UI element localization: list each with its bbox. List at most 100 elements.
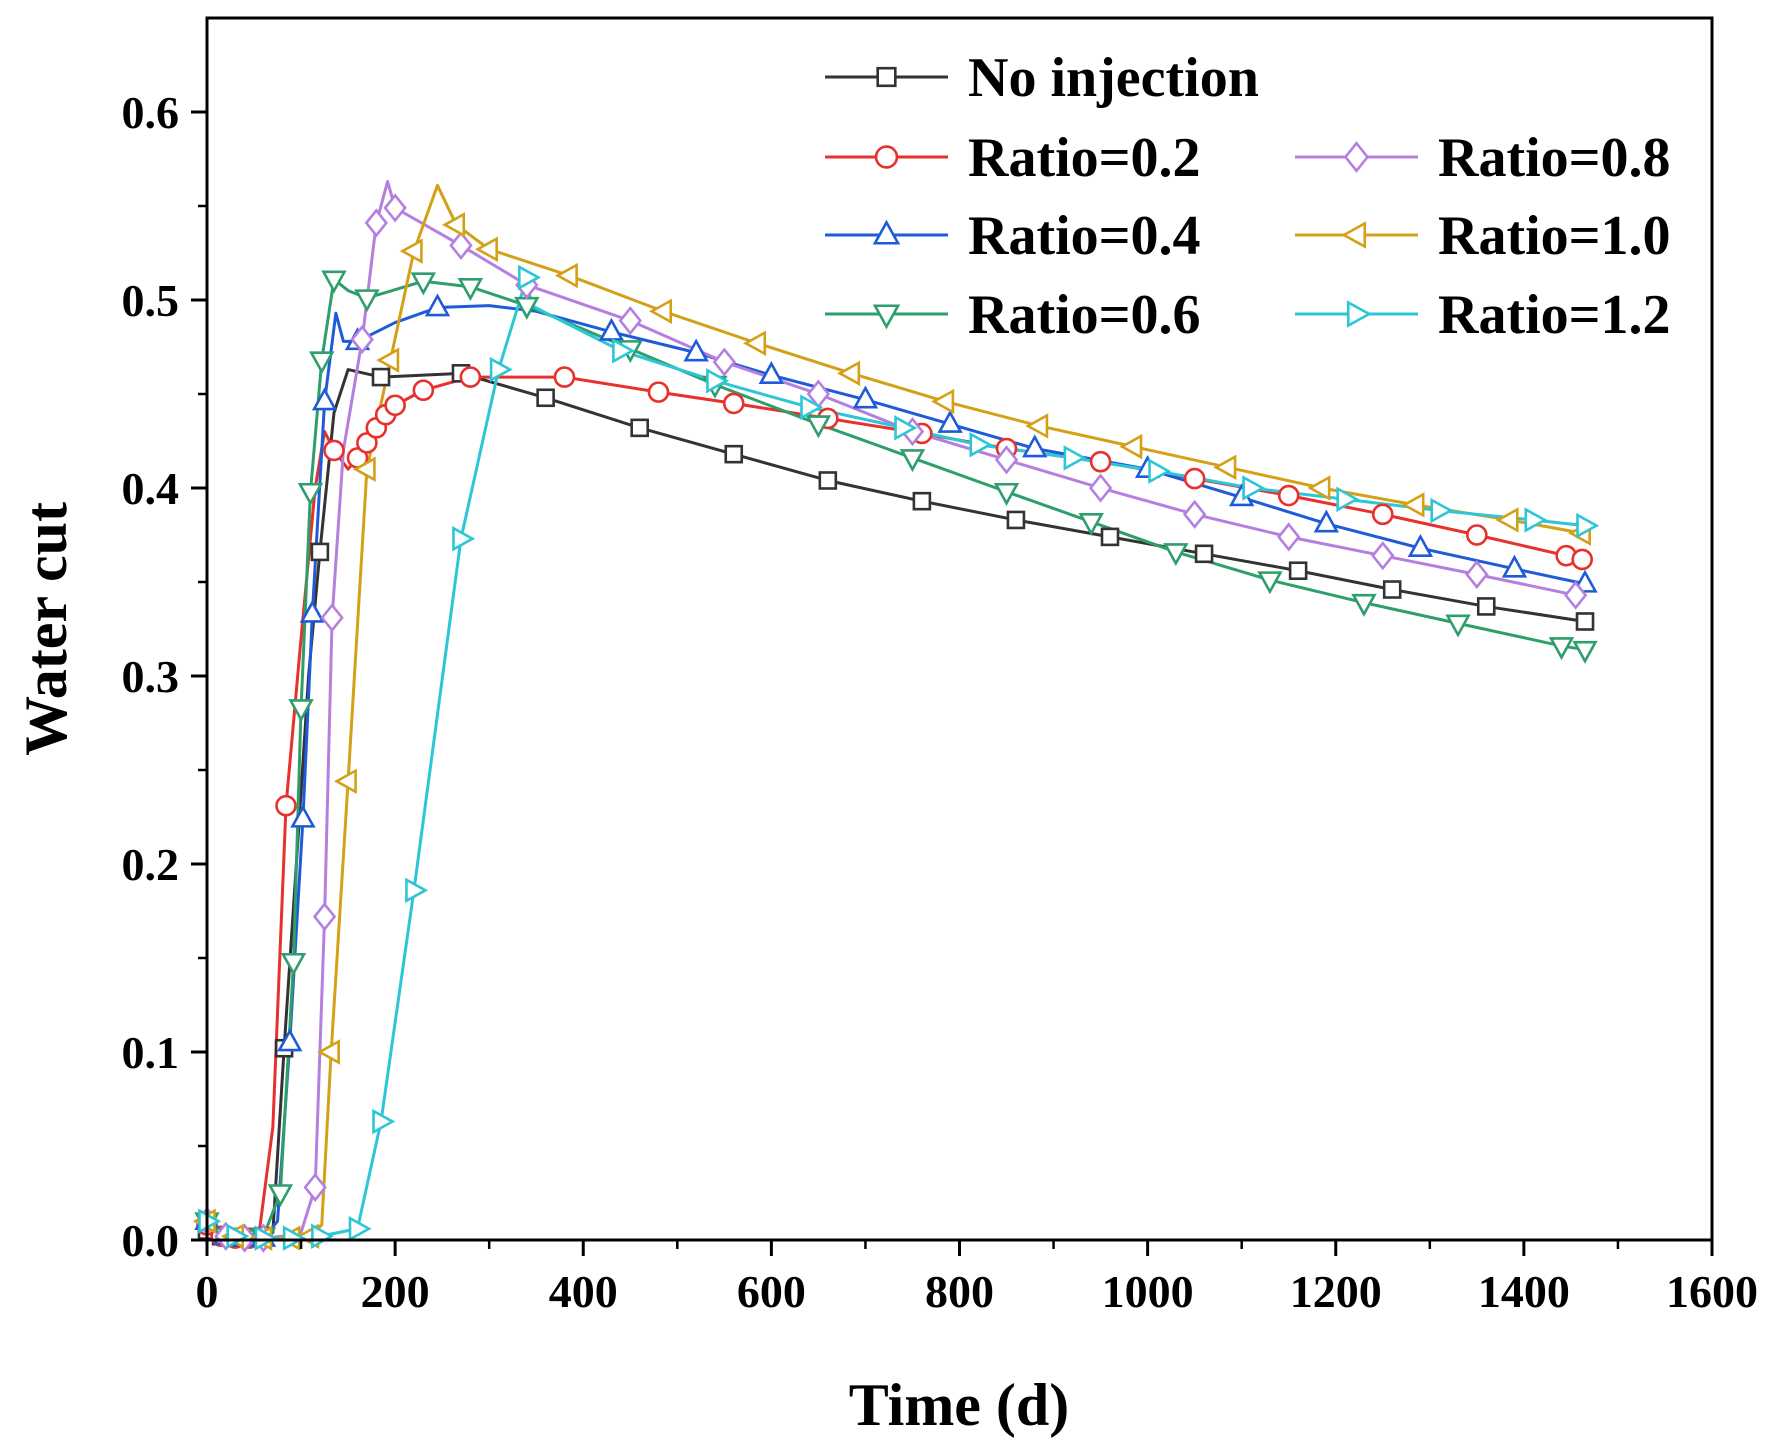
y-tick-label: 0.6: [122, 87, 180, 138]
axis-tick-labels: 0 200 400 600 800 1000 1200 1400 1600 0.0 0.1 0.2 0.…: [122, 87, 1759, 1317]
data-point-triangle-left: [474, 236, 498, 262]
data-point-triangle-down: [872, 304, 901, 330]
data-point-triangle-up: [1501, 554, 1528, 578]
data-point-circle: [323, 439, 345, 462]
x-tick-label: 1400: [1478, 1266, 1570, 1317]
data-point-triangle-up: [1313, 509, 1340, 533]
data-point-triangle-down: [1351, 593, 1377, 617]
data-point-diamond: [350, 324, 374, 355]
data-point-diamond: [994, 445, 1019, 475]
data-point-diamond: [383, 193, 407, 223]
data-point-triangle-left: [649, 298, 673, 324]
data-point-triangle-left: [1307, 475, 1331, 501]
data-point-triangle-left: [743, 330, 767, 356]
data-point-triangle-down: [1445, 614, 1471, 638]
data-point-circle: [275, 794, 297, 817]
data-point-triangle-up: [598, 317, 625, 341]
data-point-circle: [1277, 484, 1300, 507]
y-tick-label: 0.2: [122, 839, 180, 890]
data-point-triangle-right: [282, 1225, 306, 1251]
y-tick-label: 0.4: [122, 463, 180, 514]
data-point-triangle-down: [805, 415, 832, 439]
data-point-triangle-down: [410, 272, 437, 296]
data-point-triangle-down: [280, 952, 307, 976]
data-point-triangle-left: [316, 1039, 340, 1065]
data-point-triangle-right: [800, 394, 824, 420]
data-point-diamond: [1277, 522, 1301, 552]
data-point-square: [912, 491, 932, 511]
data-point-diamond: [712, 347, 737, 377]
legend-label: Ratio=0.8: [1438, 127, 1671, 189]
legend-label: Ratio=1.0: [1438, 205, 1671, 267]
data-point-square: [818, 471, 838, 490]
data-point-diamond: [303, 1172, 327, 1202]
data-point-square: [1288, 561, 1308, 581]
data-point-triangle-right: [254, 1225, 278, 1251]
data-point-diamond: [1182, 499, 1207, 529]
data-point-triangle-down: [288, 699, 314, 723]
x-axis-title: Time (d): [849, 1372, 1070, 1438]
data-point-diamond: [320, 603, 344, 633]
data-point-triangle-up: [290, 804, 316, 828]
data-point-square: [1006, 510, 1026, 530]
y-tick-label: 0.3: [122, 651, 180, 702]
data-point-square: [724, 444, 744, 464]
data-point-diamond: [618, 306, 642, 336]
data-point-circle: [356, 432, 378, 454]
data-point-triangle-right: [1063, 445, 1087, 471]
data-point-triangle-up: [1022, 434, 1048, 458]
data-point-triangle-right: [894, 415, 918, 441]
legend-label: Ratio=0.6: [968, 284, 1201, 346]
data-point-triangle-up: [277, 1028, 303, 1052]
data-point-triangle-left: [399, 238, 423, 264]
data-point-circle: [1089, 450, 1112, 473]
data-point-diamond: [1465, 559, 1489, 590]
data-point-triangle-right: [1346, 300, 1372, 328]
data-point-triangle-right: [1524, 507, 1548, 533]
data-point-triangle-right: [489, 356, 513, 383]
data-point-triangle-down: [993, 482, 1020, 506]
y-tick-label: 0.5: [122, 275, 180, 326]
data-point-circle: [412, 379, 435, 402]
legend: No injection Ratio=0.2 Ratio=0.4 Ratio=0.6 R…: [825, 47, 1671, 346]
data-point-triangle-left: [1213, 454, 1237, 481]
legend-label: Ratio=0.4: [968, 205, 1201, 267]
data-point-square: [1382, 580, 1402, 599]
data-point-circle: [647, 381, 670, 403]
x-tick-label: 600: [737, 1266, 806, 1317]
data-point-diamond: [1371, 541, 1395, 571]
data-point-triangle-right: [405, 877, 429, 904]
data-point-circle: [1571, 548, 1593, 571]
x-tick-label: 1600: [1666, 1266, 1758, 1317]
data-point-triangle-right: [1148, 458, 1172, 484]
data-point-triangle-down: [457, 278, 484, 302]
data-point-triangle-left: [554, 262, 578, 289]
data-point-triangle-up: [758, 361, 785, 385]
data-point-square: [1476, 597, 1496, 616]
data-point-triangle-left: [1119, 433, 1143, 460]
y-tick-label: 0.1: [122, 1027, 180, 1078]
data-point-circle: [874, 145, 899, 169]
data-point-triangle-down: [321, 270, 347, 294]
data-point-triangle-left: [1025, 413, 1049, 439]
data-point-square: [876, 66, 897, 88]
data-point-triangle-down: [1078, 513, 1104, 537]
data-point-diamond: [1343, 141, 1370, 173]
data-point-triangle-right: [1430, 497, 1454, 524]
legend-label: Ratio=0.2: [968, 127, 1201, 189]
data-point-circle: [1371, 503, 1394, 526]
data-point-diamond: [312, 902, 337, 932]
data-point-triangle-right: [518, 264, 542, 291]
data-point-triangle-left: [1341, 221, 1367, 249]
data-point-triangle-right: [1242, 475, 1266, 501]
data-point-circle: [722, 392, 745, 415]
legend-label: Ratio=1.2: [1438, 284, 1671, 346]
data-point-triangle-left: [1401, 492, 1425, 518]
data-point-triangle-down: [899, 449, 926, 473]
axis-ticks: [191, 110, 1714, 1256]
data-point-triangle-up: [311, 387, 338, 411]
data-point-square: [1100, 527, 1120, 547]
y-axis-title: Water cut: [13, 502, 79, 756]
data-point-triangle-right: [348, 1216, 372, 1242]
